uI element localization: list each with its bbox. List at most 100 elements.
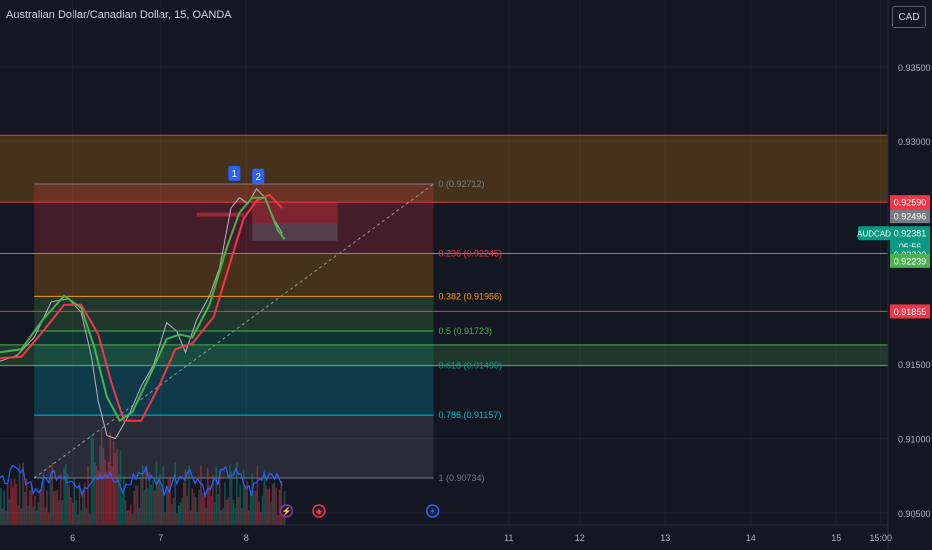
event-circle (279, 504, 294, 518)
volume-bar (212, 474, 214, 525)
volume-bar (247, 510, 250, 525)
volume-bar (5, 510, 7, 525)
symbol-tag: AUDCAD (857, 230, 891, 239)
volume-bar (253, 490, 255, 525)
volume-bar (32, 506, 35, 525)
volume-bar (117, 474, 120, 525)
zone-band (0, 135, 888, 203)
volume-bar (217, 493, 219, 525)
volume-bar (234, 507, 236, 525)
volume-bar (229, 464, 231, 525)
volume-bar (87, 465, 89, 525)
price-label: 0.92239 (894, 256, 927, 266)
volume-bar (73, 477, 76, 525)
symbol-title: Australian Dollar/Canadian Dollar, 15, O… (6, 9, 232, 21)
volume-bar (121, 496, 124, 525)
volume-bar (39, 489, 41, 525)
volume-bar (225, 499, 228, 525)
volume-bar (75, 500, 77, 525)
volume-bar (111, 465, 113, 525)
volume-bar (94, 462, 96, 525)
currency-selector[interactable]: CAD (892, 6, 926, 28)
volume-bar (138, 508, 141, 525)
volume-bar (15, 484, 17, 525)
volume-bar (239, 484, 242, 525)
price-label: 0.92496 (894, 212, 927, 222)
volume-bar (282, 510, 284, 525)
volume-bar (80, 510, 82, 525)
volume-bar (85, 508, 88, 525)
volume-bar (20, 508, 23, 525)
volume-bar (92, 438, 94, 525)
volume-bar (188, 465, 190, 525)
wave-marker: 2 (252, 168, 265, 184)
volume-bar (10, 478, 12, 525)
volume-bar (244, 485, 247, 525)
volume-bar (177, 504, 180, 525)
volume-bar (266, 489, 269, 525)
volume-bar (256, 466, 259, 525)
volume-bar (78, 482, 81, 525)
wave-marker-label: 2 (255, 172, 261, 183)
volume-bar (59, 474, 62, 525)
volume-bar (102, 447, 105, 525)
volume-bar (8, 499, 11, 525)
volume-bar (246, 481, 248, 525)
fib-band (34, 253, 434, 297)
fib-level-label: 0.5 (0.91723) (439, 326, 493, 336)
x-tick-label: 13 (660, 533, 670, 543)
fib-level-label: 0.382 (0.91956) (439, 291, 503, 301)
volume-bar (133, 490, 135, 525)
volume-bar (99, 445, 101, 525)
volume-bar (275, 487, 277, 525)
volume-bar (160, 487, 163, 525)
volume-bar (169, 477, 171, 525)
volume-bar (114, 452, 117, 525)
volume-bar (51, 462, 53, 525)
volume-bar (27, 505, 29, 525)
event-symbol: ⚡ (281, 506, 291, 516)
volume-bar (201, 492, 204, 525)
volume-bar (182, 482, 185, 525)
volume-bar (206, 468, 209, 525)
position-box-neutral (252, 222, 338, 241)
volume-bar (222, 507, 224, 525)
zone-band (0, 344, 888, 366)
volume-bar (63, 467, 65, 525)
event-circle (312, 504, 326, 518)
x-tick-label: 11 (504, 533, 513, 543)
volume-bar (258, 501, 260, 525)
volume-bar (64, 464, 67, 525)
volume-bar (194, 496, 197, 525)
volume-bar (208, 485, 211, 525)
volume-bar (150, 485, 153, 525)
volume-bar (128, 510, 130, 525)
volume-bar (112, 440, 115, 525)
volume-bar (131, 513, 134, 525)
price-label-box (890, 209, 930, 224)
volume-bar (107, 462, 110, 525)
symbol-tag-box (858, 226, 890, 241)
volume-bar (95, 465, 98, 525)
x-tick-label: 6 (70, 533, 75, 543)
volume-bar (141, 465, 144, 525)
plot-area: 0 (0.92712) 0.236 (0.92245) 0.382 (0.91956… (0, 134, 888, 525)
y-tick-label: 0.93500 (898, 63, 931, 73)
volume-bar (136, 485, 139, 525)
wave-marker-box (228, 165, 241, 181)
volume-bar (42, 473, 45, 525)
fib-level-label: 0.236 (0.92245) (439, 248, 503, 258)
volume-bar (25, 478, 28, 525)
volume-bar (241, 508, 243, 525)
volume-bar (159, 473, 161, 525)
volume-bar (265, 485, 267, 525)
wave-marker: 1 (228, 165, 241, 181)
volume-bar (124, 500, 127, 525)
volume-bar (61, 500, 64, 525)
volume-bar (104, 459, 106, 525)
x-tick-label: 15:00 (869, 533, 892, 543)
volume-bar (277, 514, 279, 525)
volume-bar (109, 431, 112, 525)
